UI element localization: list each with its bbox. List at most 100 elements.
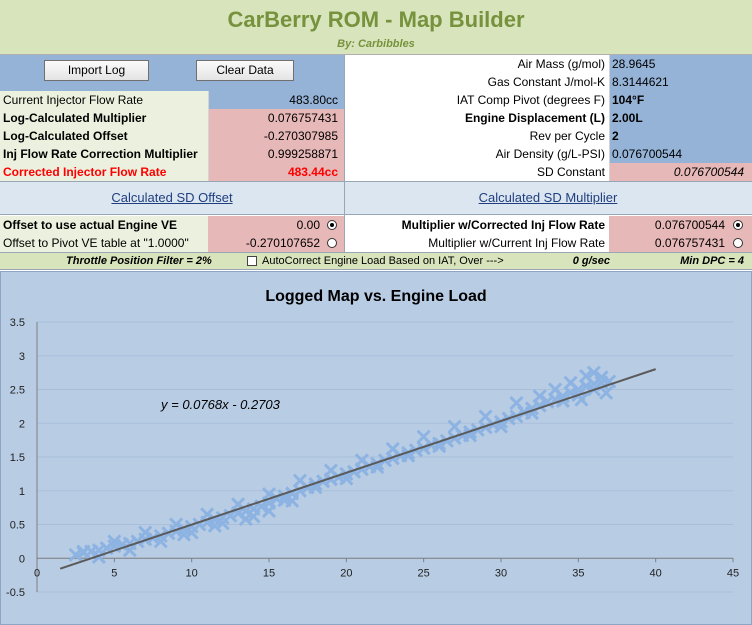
offset-pivot-label: Offset to Pivot VE table at "1.0000" (3, 236, 189, 250)
chart-title: Logged Map vs. Engine Load (265, 288, 486, 305)
data-point (470, 422, 485, 438)
x-tick-label: 35 (572, 567, 584, 579)
offset-actual-ve-label: Offset to use actual Engine VE (3, 218, 178, 232)
log-calc-offset-value: -0.270307985 (263, 129, 338, 143)
current-injector-flow-value[interactable]: 483.80cc (289, 93, 338, 107)
sd-offset-heading[interactable]: Calculated SD Offset (111, 190, 233, 205)
y-tick-label: 0 (19, 553, 25, 565)
offset-pivot-value: -0.270107652 (245, 236, 320, 250)
multiplier-corrected-label: Multiplier w/Corrected Inj Flow Rate (401, 218, 605, 232)
chart-area: Logged Map vs. Engine Load -0.5 0 0.5 1 1.5 2… (0, 271, 752, 625)
sd-constant-label: SD Constant (536, 165, 605, 179)
data-point (308, 480, 323, 495)
inj-flow-correction-value: 0.999258871 (267, 147, 338, 161)
offset-actual-ve-radio[interactable] (327, 220, 337, 230)
data-point (285, 493, 300, 508)
autocorrect-checkbox[interactable] (247, 256, 257, 266)
data-point (586, 365, 601, 380)
x-tick-label: 15 (263, 567, 275, 579)
y-tick-label: 1.5 (10, 452, 25, 464)
clear-data-button[interactable]: Clear Data (196, 60, 294, 81)
data-point (548, 382, 563, 397)
right-col-divider (609, 55, 610, 181)
x-tick-label: 5 (111, 567, 117, 579)
autocorrect-value[interactable]: 0 g/sec (572, 255, 610, 267)
data-point (323, 463, 338, 478)
multiplier-corrected-value: 0.076700544 (654, 218, 725, 232)
import-log-button[interactable]: Import Log (44, 60, 149, 81)
data-point (292, 473, 307, 488)
data-point (416, 441, 431, 456)
gas-constant-value[interactable]: 8.3144621 (612, 75, 669, 89)
iat-comp-pivot-value[interactable]: 104°F (612, 93, 645, 107)
rev-per-cycle-label: Rev per Cycle (529, 129, 605, 143)
map-vs-load-chart: Logged Map vs. Engine Load -0.5 0 0.5 1 1.5 2… (6, 288, 739, 599)
engine-displacement-value[interactable]: 2.00L (612, 111, 643, 125)
x-tick-label: 20 (340, 567, 352, 579)
data-point (354, 453, 369, 468)
multiplier-current-radio[interactable] (733, 238, 743, 248)
header-band (0, 0, 752, 55)
multiplier-current-label: Multiplier w/Current Inj Flow Rate (428, 236, 605, 250)
data-point (563, 375, 578, 390)
data-point (385, 441, 400, 456)
sd-multiplier-heading[interactable]: Calculated SD Multiplier (478, 190, 618, 205)
log-calc-multiplier-value: 0.076757431 (267, 111, 338, 125)
multiplier-value-bg (609, 216, 752, 252)
sd-constant-value: 0.076700544 (673, 165, 744, 179)
trendline-equation: y = 0.0768x - 0.2703 (160, 397, 281, 412)
data-point (238, 512, 253, 527)
vertical-divider (344, 55, 345, 252)
y-tick-label: -0.5 (6, 587, 25, 599)
y-tick-label: 2.5 (10, 385, 25, 397)
rev-per-cycle-value[interactable]: 2 (612, 129, 619, 143)
offset-actual-ve-value: 0.00 (296, 218, 320, 232)
data-point (509, 395, 524, 411)
page-subtitle: By: Carbibbles (337, 38, 415, 50)
page-title: CarBerry ROM - Map Builder (227, 7, 525, 32)
x-tick-label: 45 (727, 567, 739, 579)
data-point (478, 420, 493, 435)
air-mass-value[interactable]: 28.9645 (612, 57, 656, 71)
data-point (138, 525, 153, 540)
data-point (579, 368, 594, 384)
iat-comp-pivot-label: IAT Comp Pivot (degrees F) (456, 93, 605, 107)
x-tick-label: 10 (186, 567, 198, 579)
data-point (478, 409, 493, 424)
data-point (370, 456, 385, 471)
data-point (594, 370, 609, 385)
left-value-bg-pink (208, 109, 344, 181)
autocorrect-label: AutoCorrect Engine Load Based on IAT, Ov… (262, 255, 504, 267)
offset-value-bg (208, 216, 344, 252)
throttle-position-filter[interactable]: Throttle Position Filter = 2% (66, 255, 212, 267)
multiplier-corrected-radio[interactable] (733, 220, 743, 230)
log-calc-multiplier-label: Log-Calculated Multiplier (3, 111, 147, 125)
data-point (76, 544, 91, 559)
data-point (463, 428, 478, 443)
data-point (207, 518, 222, 533)
y-tick-label: 3.5 (10, 317, 25, 329)
data-point (91, 549, 106, 564)
y-tick-label: 1 (19, 486, 25, 498)
min-dpc[interactable]: Min DPC = 4 (680, 255, 744, 267)
data-point (215, 516, 230, 531)
log-calc-offset-label: Log-Calculated Offset (3, 129, 128, 143)
data-point (246, 509, 261, 524)
data-point (416, 429, 431, 444)
data-point (447, 419, 462, 434)
inj-flow-correction-label: Inj Flow Rate Correction Multiplier (3, 147, 198, 161)
data-point (599, 385, 614, 400)
y-tick-label: 3 (19, 351, 25, 363)
current-injector-flow-label: Current Injector Flow Rate (3, 93, 144, 107)
x-tick-label: 30 (495, 567, 507, 579)
x-tick-label: 40 (650, 567, 662, 579)
left-value-bg-blue (208, 91, 344, 109)
data-point (107, 534, 122, 549)
data-point (176, 527, 191, 542)
air-density-label: Air Density (g/L-PSI) (495, 147, 605, 161)
left-col-divider (208, 91, 209, 181)
corrected-injector-flow-label: Corrected Injector Flow Rate (3, 165, 167, 179)
offset-pivot-radio[interactable] (327, 238, 337, 248)
x-tick-label: 25 (418, 567, 430, 579)
section-band (0, 181, 752, 215)
